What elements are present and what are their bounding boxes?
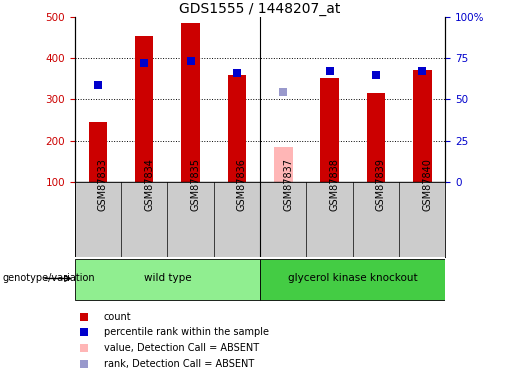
Point: [80, 361, 88, 367]
Text: GSM87838: GSM87838: [330, 158, 339, 211]
Text: value, Detection Call = ABSENT: value, Detection Call = ABSENT: [104, 343, 259, 353]
Text: wild type: wild type: [144, 273, 191, 284]
Bar: [75, 259, 260, 300]
Point: [233, 70, 241, 76]
Text: GSM87839: GSM87839: [376, 158, 386, 211]
Text: glycerol kinase knockout: glycerol kinase knockout: [288, 273, 418, 284]
Point: [372, 72, 380, 78]
Text: GSM87837: GSM87837: [283, 158, 293, 211]
Point: [279, 89, 287, 95]
Title: GDS1555 / 1448207_at: GDS1555 / 1448207_at: [179, 2, 341, 16]
Text: GSM87836: GSM87836: [237, 158, 247, 211]
Bar: [89, 122, 107, 182]
Bar: [367, 93, 385, 182]
Bar: [135, 36, 153, 182]
Text: GSM87833: GSM87833: [98, 158, 108, 211]
Text: rank, Detection Call = ABSENT: rank, Detection Call = ABSENT: [104, 358, 254, 369]
Bar: [413, 70, 432, 182]
Text: GSM87835: GSM87835: [191, 158, 200, 211]
Text: count: count: [104, 312, 131, 322]
Point: [140, 60, 148, 66]
Text: genotype/variation: genotype/variation: [3, 273, 95, 284]
Bar: [320, 78, 339, 182]
Text: percentile rank within the sample: percentile rank within the sample: [104, 327, 268, 337]
Bar: [274, 147, 293, 182]
Text: GSM87840: GSM87840: [422, 158, 432, 211]
Text: GSM87834: GSM87834: [144, 158, 154, 211]
Point: [186, 58, 195, 64]
Point: [418, 68, 426, 74]
Point: [80, 314, 88, 320]
Point: [94, 82, 102, 88]
Bar: [181, 24, 200, 182]
Point: [80, 345, 88, 351]
Bar: [228, 75, 246, 182]
Point: [80, 329, 88, 335]
Point: [325, 68, 334, 74]
Bar: [260, 259, 445, 300]
